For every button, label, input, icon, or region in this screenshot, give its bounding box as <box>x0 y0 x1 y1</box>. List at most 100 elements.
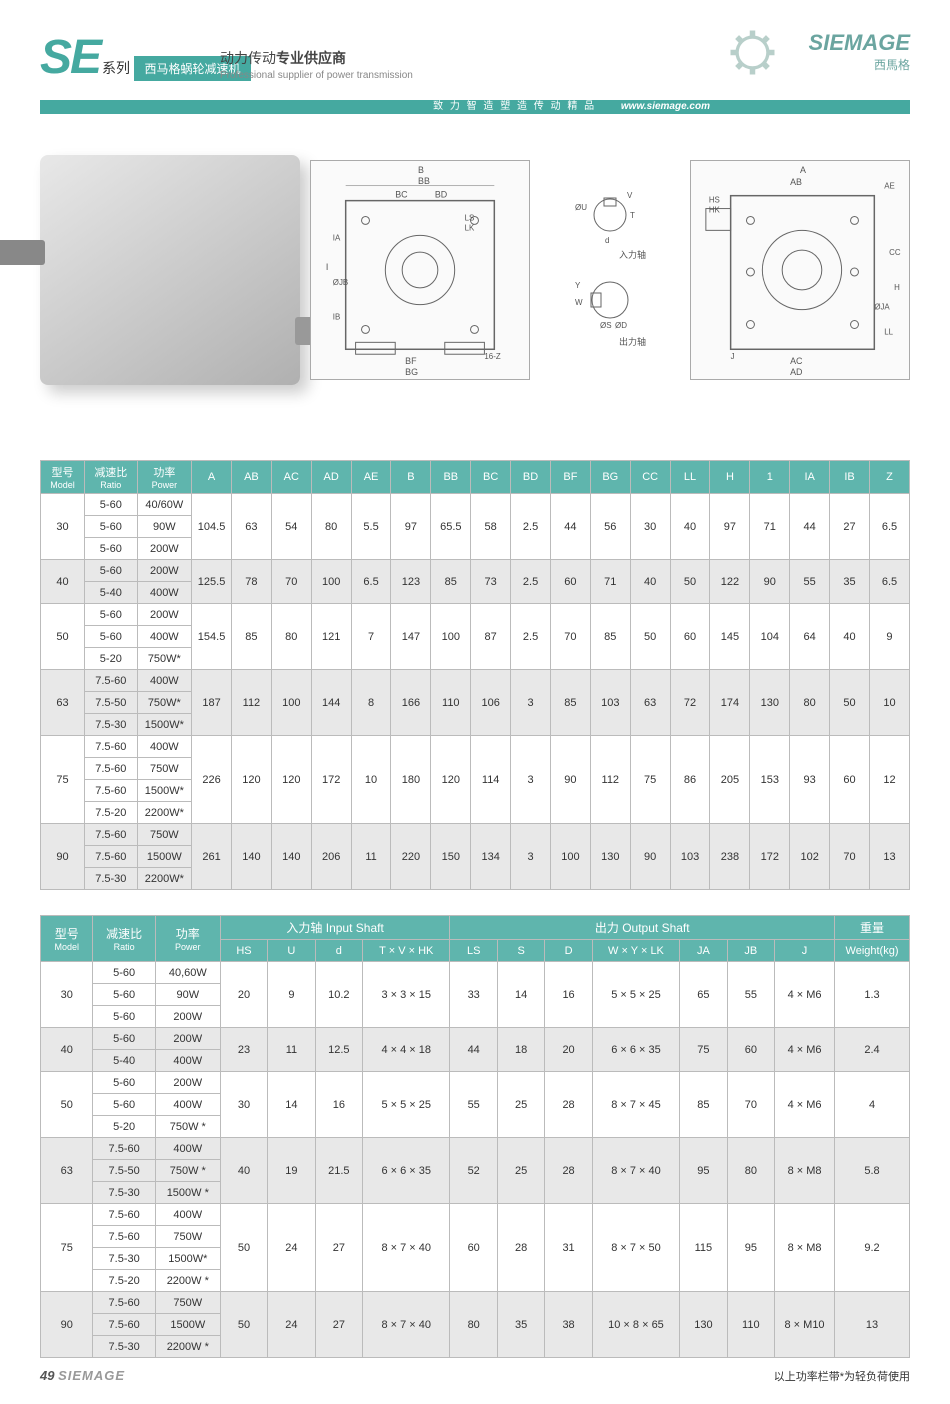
output-cell: 35 <box>497 1292 544 1358</box>
input-cell: 27 <box>315 1204 362 1292</box>
output-cell: 52 <box>450 1138 497 1204</box>
dim-cell: 11 <box>351 824 391 890</box>
input-cell: 9 <box>268 962 315 1028</box>
ratio-cell: 7.5-30 <box>93 1182 155 1204</box>
ratio-cell: 7.5-60 <box>93 1314 155 1336</box>
dim-cell: 71 <box>590 560 630 604</box>
dim-cell: 140 <box>271 824 311 890</box>
power-cell: 200W <box>155 1028 220 1050</box>
dim-cell: 144 <box>311 670 351 736</box>
ratio-cell: 7.5-30 <box>85 714 137 736</box>
output-cell: 33 <box>450 962 497 1028</box>
dim-cell: 6.5 <box>869 560 909 604</box>
output-cell: 31 <box>545 1204 592 1292</box>
brand-url: www.siemage.com <box>621 101 710 112</box>
dim-cell: 187 <box>192 670 232 736</box>
dim-cell: 86 <box>670 736 710 824</box>
svg-text:AE: AE <box>884 182 895 191</box>
svg-text:ØU: ØU <box>575 203 587 212</box>
output-cell: 18 <box>497 1028 544 1072</box>
dim-cell: 35 <box>830 560 870 604</box>
power-cell: 200W <box>137 560 192 582</box>
dim-cell: 93 <box>790 736 830 824</box>
ratio-cell: 7.5-50 <box>93 1160 155 1182</box>
dim-cell: 73 <box>471 560 511 604</box>
dim-cell: 9 <box>869 604 909 670</box>
table1-header: LL <box>670 461 710 494</box>
model-cell: 40 <box>41 560 85 604</box>
dim-cell: 3 <box>511 670 551 736</box>
power-cell: 2200W * <box>155 1270 220 1292</box>
model-cell: 90 <box>41 824 85 890</box>
output-cell: 8 × M10 <box>775 1292 835 1358</box>
header-divider: 致 力 智 造 塑 造 传 动 精 品 www.siemage.com <box>40 100 910 114</box>
dim-cell: 44 <box>790 494 830 560</box>
power-cell: 1500W* <box>137 714 192 736</box>
output-cell: 28 <box>497 1204 544 1292</box>
dim-cell: 6.5 <box>869 494 909 560</box>
dim-cell: 85 <box>231 604 271 670</box>
dim-cell: 10 <box>351 736 391 824</box>
output-cell: 20 <box>545 1028 592 1072</box>
input-cell: 50 <box>220 1204 267 1292</box>
weight-cell: 9.2 <box>835 1204 910 1292</box>
ratio-cell: 5-60 <box>93 962 155 984</box>
power-cell: 400W <box>137 582 192 604</box>
ratio-cell: 7.5-60 <box>85 758 137 780</box>
dim-cell: 90 <box>550 736 590 824</box>
ratio-cell: 5-40 <box>93 1050 155 1072</box>
output-cell: 25 <box>497 1072 544 1138</box>
dim-cell: 44 <box>550 494 590 560</box>
table1-header: AC <box>271 461 311 494</box>
output-cell: 8 × M8 <box>775 1204 835 1292</box>
dim-cell: 87 <box>471 604 511 670</box>
input-cell: 5 × 5 × 25 <box>363 1072 450 1138</box>
output-shaft-header: 出力 Output Shaft <box>450 916 835 940</box>
ratio-cell: 5-40 <box>85 582 137 604</box>
power-cell: 1500W <box>137 846 192 868</box>
model-cell: 40 <box>41 1028 93 1072</box>
svg-text:ØS: ØS <box>600 321 612 330</box>
output-col-header: JB <box>727 940 774 962</box>
dim-cell: 64 <box>790 604 830 670</box>
svg-text:LK: LK <box>465 223 475 232</box>
dim-cell: 72 <box>670 670 710 736</box>
dim-cell: 100 <box>311 560 351 604</box>
dim-cell: 121 <box>311 604 351 670</box>
supplier-en: Professional supplier of power transmiss… <box>220 70 413 81</box>
weight-cell: 5.8 <box>835 1138 910 1204</box>
input-cell: 19 <box>268 1138 315 1204</box>
output-cell: 80 <box>727 1138 774 1204</box>
input-cell: 50 <box>220 1292 267 1358</box>
output-cell: 55 <box>727 962 774 1028</box>
table-row: 505-60200W154.585801217147100872.5708550… <box>41 604 910 626</box>
table-row: 637.5-60400W401921.56 × 6 × 355225288 × … <box>41 1138 910 1160</box>
svg-text:BB: BB <box>418 176 430 186</box>
dim-cell: 145 <box>710 604 750 670</box>
input-cell: 23 <box>220 1028 267 1072</box>
footer-brand: SIEMAGE <box>58 1368 125 1383</box>
dim-cell: 60 <box>550 560 590 604</box>
output-cell: 38 <box>545 1292 592 1358</box>
input-cell: 21.5 <box>315 1138 362 1204</box>
table-row: 757.5-60400W2261201201721018012011439011… <box>41 736 910 758</box>
svg-text:I: I <box>326 262 328 272</box>
output-cell: 4 × M6 <box>775 962 835 1028</box>
page-footer: 49 SIEMAGE 以上功率栏带*为轻负荷使用 <box>40 1368 910 1384</box>
table1-header: BD <box>511 461 551 494</box>
dim-cell: 205 <box>710 736 750 824</box>
power-cell: 2200W* <box>137 802 192 824</box>
brand-logo: SIEMAGE 西馬格 <box>720 30 910 73</box>
svg-text:A: A <box>800 165 806 175</box>
dim-cell: 85 <box>550 670 590 736</box>
power-cell: 750W <box>155 1292 220 1314</box>
dim-cell: 134 <box>471 824 511 890</box>
dim-cell: 7 <box>351 604 391 670</box>
dim-cell: 63 <box>630 670 670 736</box>
dim-cell: 56 <box>590 494 630 560</box>
dim-cell: 30 <box>630 494 670 560</box>
input-cell: 11 <box>268 1028 315 1072</box>
input-cell: 30 <box>220 1072 267 1138</box>
table1-header: A <box>192 461 232 494</box>
dim-cell: 120 <box>231 736 271 824</box>
